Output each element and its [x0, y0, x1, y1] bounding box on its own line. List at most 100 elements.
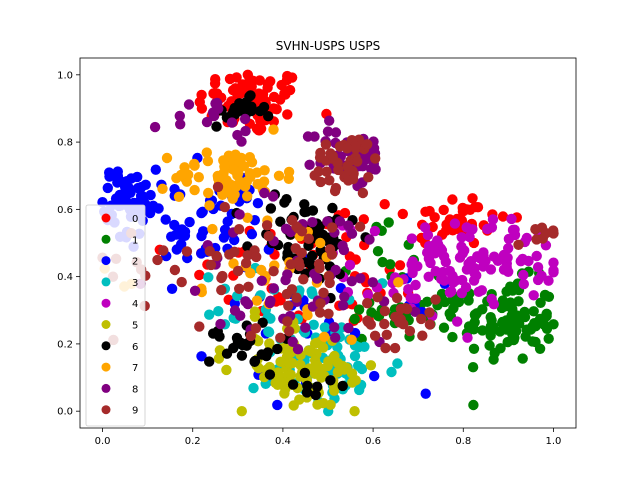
- point-series-9: [234, 283, 245, 294]
- point-series-3: [308, 319, 319, 330]
- point-series-8: [343, 322, 354, 334]
- point-series-9: [321, 166, 332, 177]
- point-series-3: [203, 272, 214, 283]
- x-tick-label: 1.0: [546, 436, 562, 447]
- point-series-5: [339, 364, 350, 375]
- point-series-8: [346, 276, 357, 287]
- point-series-4: [422, 247, 433, 258]
- point-series-1: [541, 310, 552, 322]
- legend-marker-2: [101, 256, 111, 266]
- point-series-0: [429, 212, 440, 223]
- point-series-9: [363, 316, 374, 328]
- point-series-5: [213, 353, 225, 364]
- point-series-5: [264, 338, 275, 349]
- point-series-6: [281, 194, 292, 205]
- point-series-6: [258, 101, 270, 113]
- point-series-1: [484, 340, 495, 351]
- point-series-5: [365, 360, 377, 371]
- point-series-9: [245, 330, 256, 342]
- point-series-7: [228, 164, 240, 176]
- point-series-0: [397, 208, 408, 220]
- point-series-8: [210, 98, 221, 109]
- point-series-1: [372, 246, 384, 257]
- point-series-4: [449, 218, 461, 229]
- point-series-7: [203, 187, 214, 199]
- point-series-9: [315, 298, 326, 309]
- point-series-1: [517, 353, 528, 364]
- point-series-6: [264, 369, 276, 380]
- point-series-7: [256, 264, 267, 276]
- point-series-4: [473, 286, 484, 297]
- point-series-9: [284, 326, 295, 337]
- point-series-4: [532, 274, 544, 286]
- point-series-4: [486, 222, 498, 233]
- point-series-4: [548, 265, 559, 276]
- point-series-4: [406, 259, 417, 270]
- point-series-0: [286, 72, 298, 83]
- point-series-0: [194, 269, 205, 281]
- point-series-0: [224, 73, 236, 85]
- point-series-3: [349, 350, 361, 362]
- point-series-8: [343, 220, 354, 231]
- point-series-9: [370, 153, 381, 164]
- point-series-0: [210, 74, 221, 85]
- point-series-8: [307, 217, 318, 228]
- point-series-6: [263, 111, 274, 122]
- point-series-4: [462, 332, 473, 343]
- point-series-9: [324, 244, 336, 255]
- point-series-9: [325, 148, 336, 159]
- point-series-0: [464, 204, 476, 215]
- point-series-2: [420, 388, 431, 399]
- point-series-3: [319, 322, 331, 333]
- point-series-9: [283, 300, 294, 311]
- point-series-1: [468, 399, 479, 411]
- point-series-6: [306, 250, 318, 262]
- point-series-6: [236, 350, 248, 361]
- point-series-9: [204, 246, 215, 257]
- legend-marker-6: [101, 341, 111, 351]
- point-series-1: [508, 334, 519, 346]
- point-series-6: [262, 347, 273, 358]
- point-series-4: [503, 233, 515, 245]
- point-series-2: [196, 207, 207, 219]
- point-series-8: [232, 129, 243, 141]
- point-series-9: [323, 308, 334, 319]
- point-series-0: [284, 84, 296, 96]
- point-series-4: [444, 287, 456, 298]
- point-series-2: [125, 187, 136, 198]
- point-series-1: [385, 259, 396, 270]
- point-series-9: [548, 228, 559, 239]
- point-series-9: [314, 307, 326, 318]
- y-tick-label: 1.0: [57, 70, 73, 81]
- point-series-8: [292, 344, 304, 355]
- point-series-5: [236, 406, 247, 417]
- point-series-9: [296, 226, 308, 237]
- legend-marker-8: [101, 383, 111, 393]
- point-series-8: [240, 296, 251, 307]
- point-series-7: [252, 178, 263, 190]
- point-series-8: [265, 295, 276, 306]
- point-series-9: [281, 288, 293, 300]
- x-tick-label: 0.4: [275, 436, 291, 447]
- point-series-7: [244, 168, 255, 179]
- point-series-9: [285, 259, 297, 270]
- point-series-4: [439, 275, 450, 286]
- point-series-2: [118, 178, 129, 189]
- point-series-0: [235, 88, 246, 99]
- point-series-8: [309, 131, 320, 142]
- point-series-7: [319, 331, 330, 342]
- point-series-8: [334, 216, 346, 227]
- point-series-6: [301, 206, 312, 217]
- point-series-7: [259, 165, 270, 176]
- legend-marker-9: [101, 405, 111, 415]
- x-tick-label: 0.8: [455, 436, 471, 447]
- legend-marker-5: [101, 320, 111, 329]
- point-series-2: [150, 164, 161, 175]
- point-series-4: [531, 250, 542, 262]
- point-series-7: [315, 237, 326, 249]
- legend-label-9: 9: [132, 406, 138, 417]
- point-series-9: [379, 305, 391, 317]
- point-series-1: [488, 354, 499, 365]
- point-series-7: [393, 277, 404, 288]
- point-series-3: [213, 306, 224, 317]
